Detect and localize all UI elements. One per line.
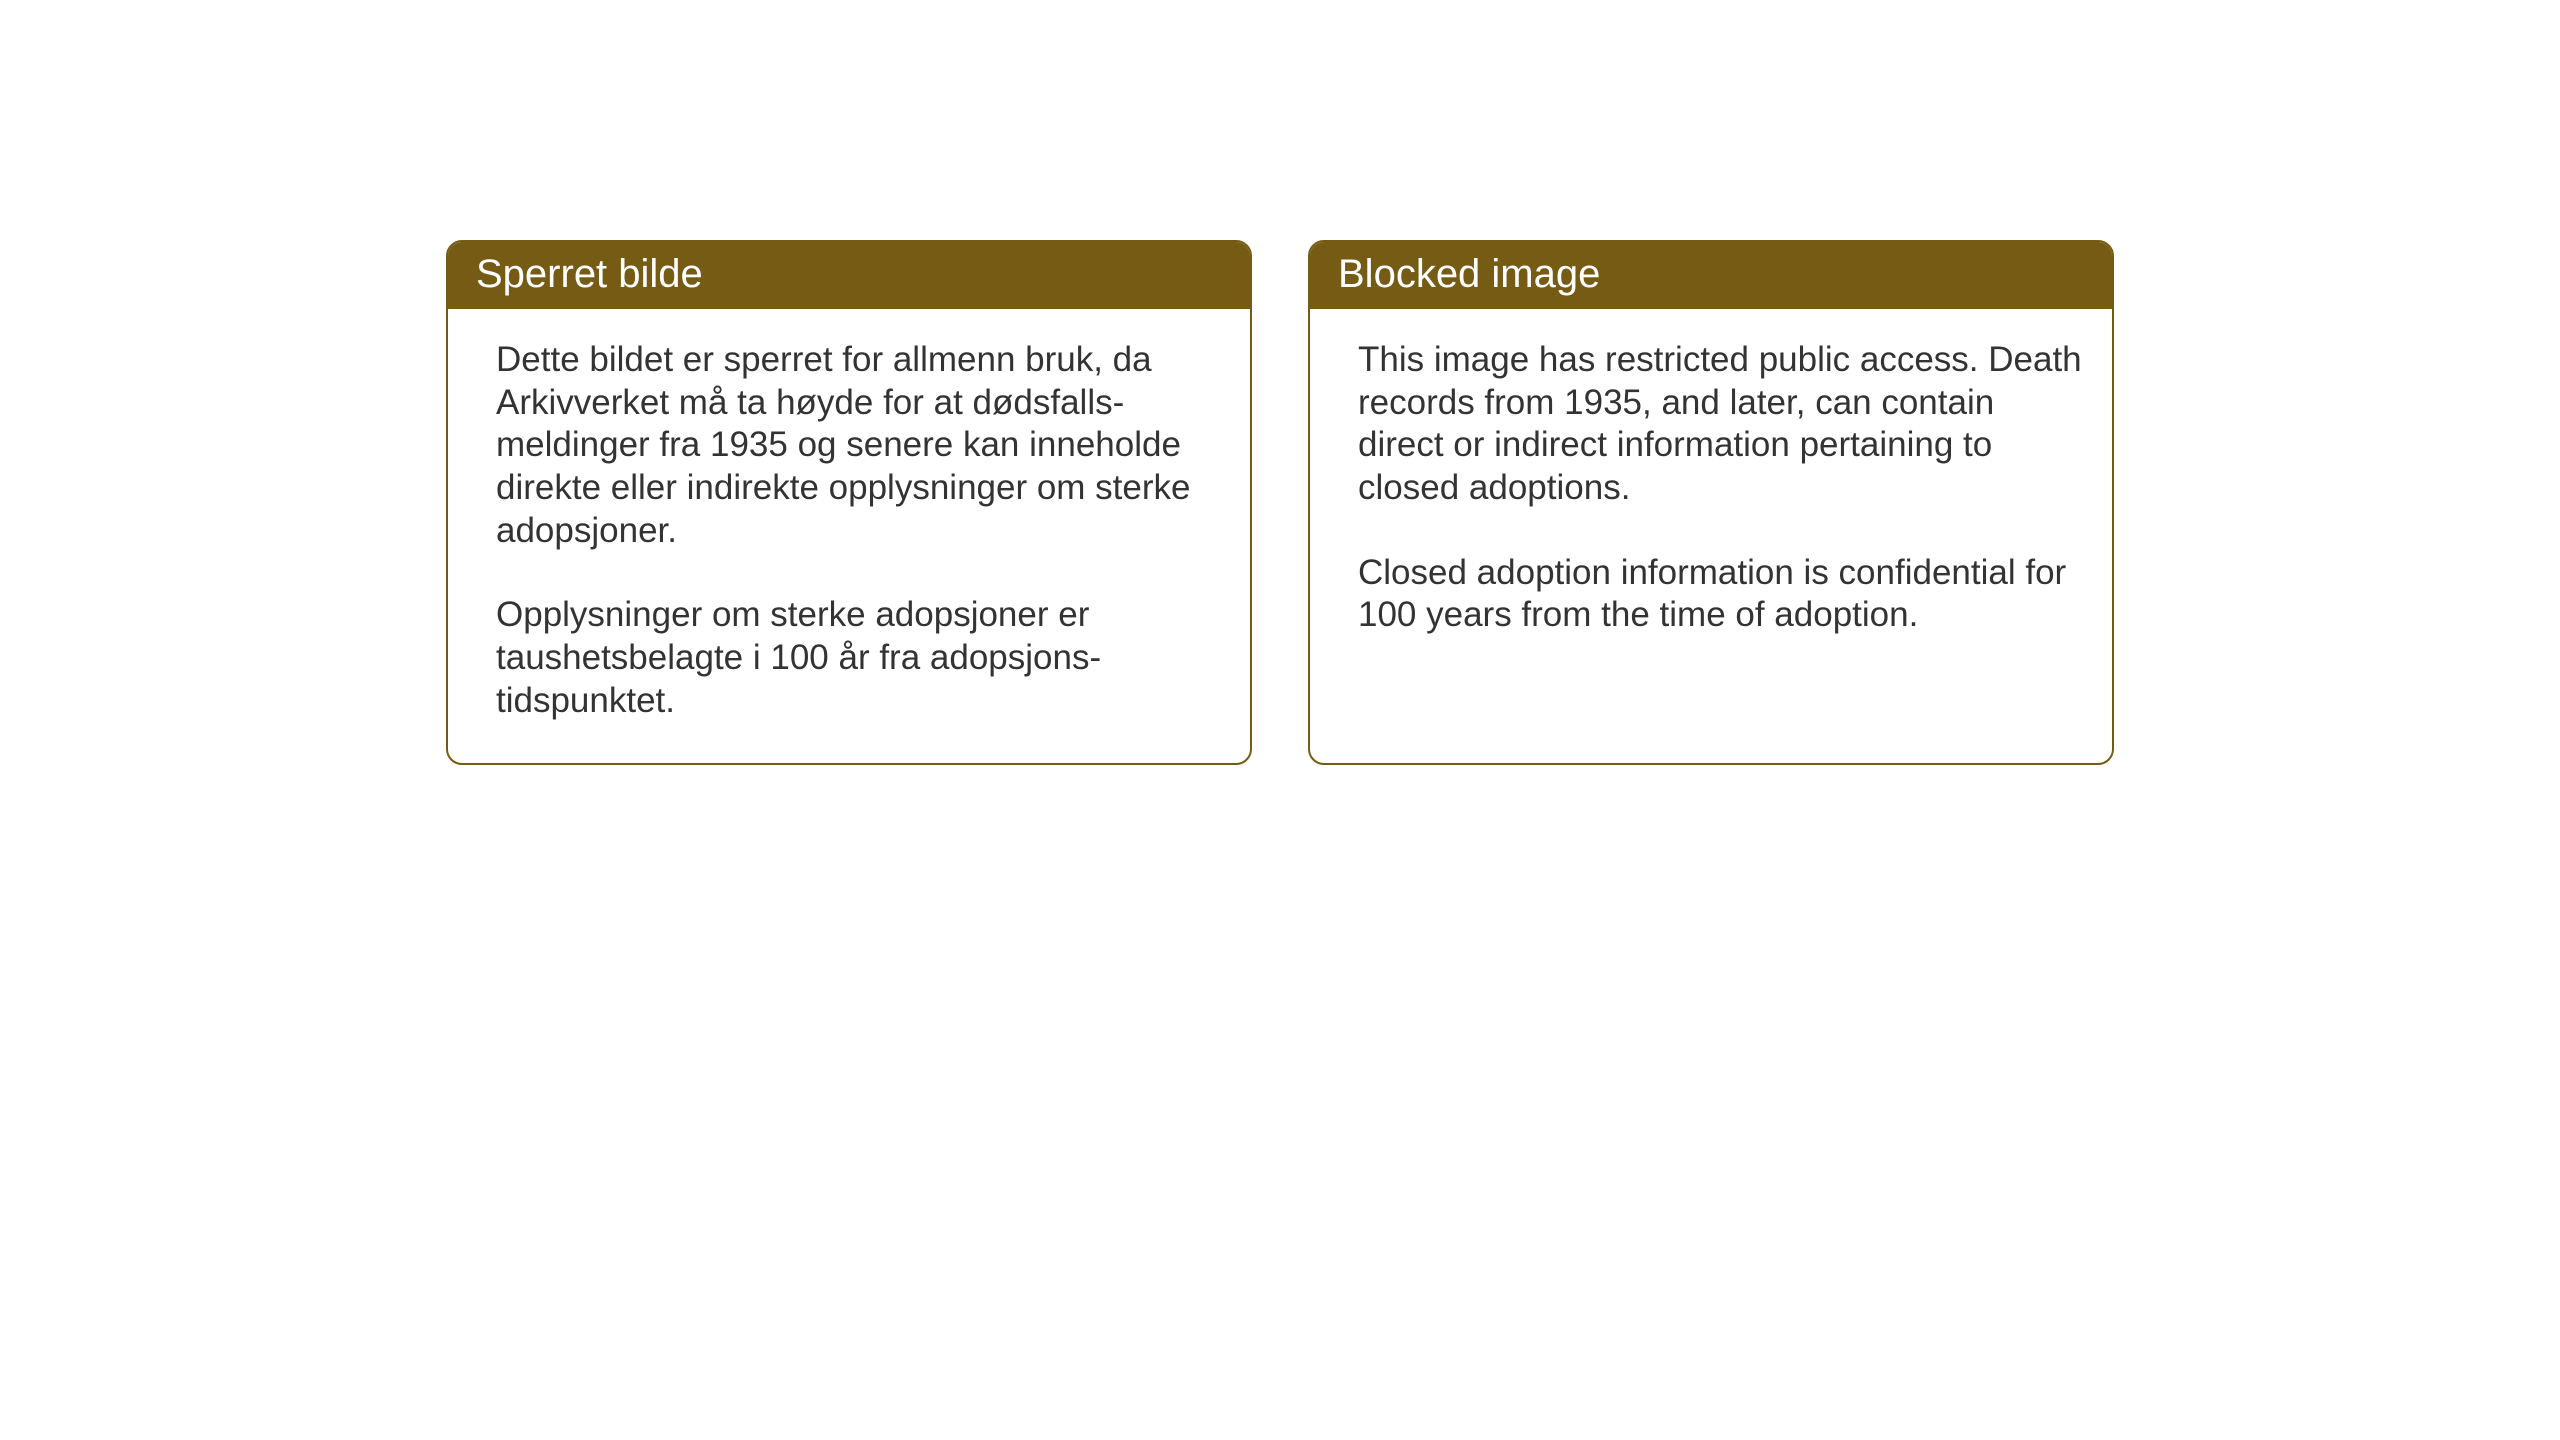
norwegian-notice-card: Sperret bilde Dette bildet er sperret fo… (446, 240, 1252, 765)
english-card-header: Blocked image (1310, 242, 2112, 309)
norwegian-card-body: Dette bildet er sperret for allmenn bruk… (448, 309, 1250, 763)
notice-container: Sperret bilde Dette bildet er sperret fo… (0, 0, 2560, 765)
norwegian-paragraph-1: Dette bildet er sperret for allmenn bruk… (496, 339, 1222, 552)
norwegian-paragraph-2: Opplysninger om sterke adopsjoner er tau… (496, 594, 1222, 722)
english-card-title: Blocked image (1338, 252, 1600, 296)
norwegian-card-title: Sperret bilde (476, 252, 703, 296)
english-notice-card: Blocked image This image has restricted … (1308, 240, 2114, 765)
english-paragraph-1: This image has restricted public access.… (1358, 339, 2084, 510)
english-card-body: This image has restricted public access.… (1310, 309, 2112, 739)
norwegian-card-header: Sperret bilde (448, 242, 1250, 309)
english-paragraph-2: Closed adoption information is confident… (1358, 552, 2084, 637)
